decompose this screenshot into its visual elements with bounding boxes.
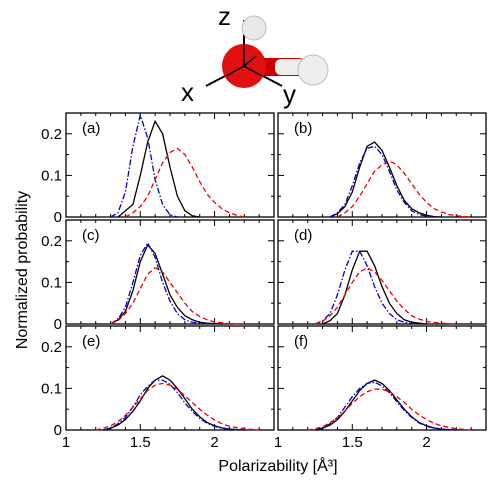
x-tick-label: 1.5 [130,434,151,451]
z-axis-label: z [218,1,231,31]
y-tick-label: 0 [54,209,62,226]
panel-label: (b) [294,120,312,137]
series-line-2 [314,250,420,325]
series-line-1 [322,250,427,325]
y-tick-label: 0.1 [41,167,62,184]
x-axis-label: x [181,77,194,107]
water-molecule-illustration: z x y [181,1,329,109]
panel-grid: 0 0.1 0.2 (a) (b) 0 0.1 0.2 (c) (d) 0 0.1 0.2 1 1.5 2 (e… [41,112,487,451]
series-line-2 [110,112,178,218]
x-axis-line-front [225,65,245,77]
series-line-1 [314,379,457,431]
panel-label: (d) [294,227,312,244]
series-line-2 [110,241,215,325]
series-line-3 [314,267,457,325]
series-line-2 [314,381,457,431]
hydrogen-atom-top [241,15,267,41]
y-axis-title: Normalized probability [14,191,31,349]
y-tick-label: 0 [54,316,62,333]
panel-a: 0 0.1 0.2 (a) [41,112,275,226]
series-line-1 [329,141,442,218]
panel-e: 0 0.1 0.2 1 1.5 2 (e) [41,325,275,451]
x-tick-label: 2 [422,434,430,451]
x-tick-label: 2 [210,434,218,451]
hydrogen-atom-right [297,54,329,86]
series-line-1 [117,119,200,218]
x-tick-label: 1 [62,434,70,451]
x-tick-label: 1 [274,434,282,451]
y-tick-label: 0.1 [41,274,62,291]
x-tick-label: 1.5 [342,434,363,451]
panel-frame [277,325,487,431]
y-tick-label: 0.2 [41,126,62,143]
oh-bond-right-white [275,59,305,75]
series-line-3 [337,160,472,218]
series-line-3 [95,382,260,431]
panel-f: 1 1.5 2 (f) [274,325,487,451]
panel-b: (b) [277,112,487,218]
series-line-1 [110,243,223,325]
panel-label: (f) [294,333,308,350]
y-axis-label: y [283,79,296,109]
y-tick-label: 0 [54,422,62,439]
series-line-1 [102,375,245,431]
y-tick-label: 0.2 [41,233,62,250]
y-tick-label: 0.1 [41,380,62,397]
y-tick-label: 0.2 [41,339,62,356]
panel-label: (a) [82,120,100,137]
series-line-2 [329,145,435,218]
x-axis-title: Polarizability [Å³] [218,456,337,475]
axis-line-back [243,55,257,67]
panel-c: 0 0.1 0.2 (c) [41,219,275,333]
panel-d: (d) [277,219,487,325]
panel-label: (e) [82,333,100,350]
series-line-3 [307,388,472,431]
series-line-2 [102,379,245,431]
series-line-3 [125,147,245,218]
y-axis-line-front [243,65,263,77]
panel-label: (c) [82,227,100,244]
